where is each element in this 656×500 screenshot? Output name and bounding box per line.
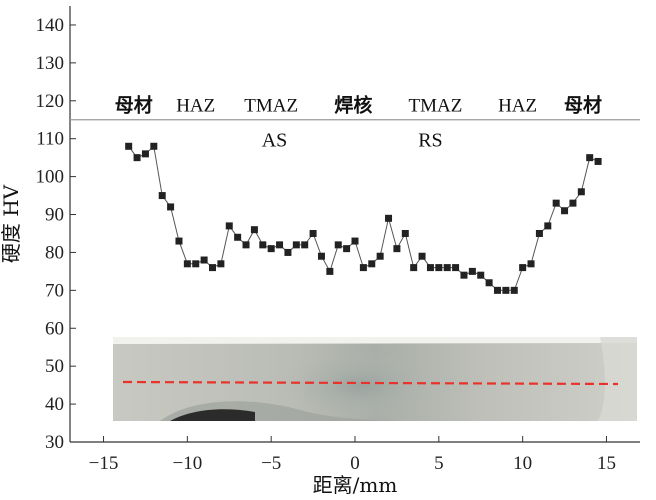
- data-point: [167, 203, 175, 211]
- region-label: 母材: [564, 94, 602, 117]
- inset-dashed-measurement-line: [122, 380, 619, 386]
- data-point: [385, 214, 393, 222]
- data-point: [284, 248, 292, 256]
- data-point: [368, 260, 376, 268]
- region-label: TMAZ: [244, 96, 298, 117]
- data-point: [217, 260, 225, 268]
- data-point: [527, 260, 535, 268]
- data-point: [594, 157, 602, 165]
- data-point: [326, 267, 334, 275]
- data-point: [426, 264, 434, 272]
- data-point: [209, 264, 216, 272]
- data-point: [301, 241, 309, 249]
- region-label: 母材: [115, 94, 153, 117]
- data-point: [259, 241, 267, 249]
- data-point: [267, 245, 275, 253]
- data-point: [485, 279, 493, 287]
- region-labels: 母材 HAZ TMAZ 焊核 TMAZ HAZ 母材: [115, 94, 602, 117]
- data-point: [376, 252, 384, 260]
- y-tick-label: 40: [45, 394, 64, 415]
- x-tick-label: 5: [434, 453, 444, 474]
- data-point: [292, 241, 300, 249]
- side-label: AS: [262, 129, 288, 151]
- data-point: [519, 264, 527, 272]
- region-label: 焊核: [334, 94, 372, 117]
- y-tick-label: 30: [45, 432, 64, 453]
- data-point: [468, 267, 476, 275]
- data-point: [175, 237, 183, 245]
- y-tick-label: 140: [36, 15, 65, 36]
- hardness-series-points: [125, 142, 602, 294]
- data-point: [577, 188, 585, 196]
- region-label: HAZ: [498, 96, 537, 117]
- x-tick-label: 0: [350, 453, 360, 474]
- x-tick-label: −15: [89, 453, 119, 474]
- side-labels: AS RS: [262, 129, 443, 151]
- y-tick-label: 100: [36, 167, 65, 188]
- data-point: [510, 286, 518, 294]
- data-point: [200, 256, 208, 264]
- data-point: [418, 252, 426, 260]
- x-tick-label: 10: [513, 453, 532, 474]
- data-point: [586, 154, 594, 162]
- data-point: [225, 222, 233, 230]
- data-point: [393, 245, 401, 253]
- data-point: [494, 286, 501, 294]
- data-point: [435, 264, 443, 272]
- y-tick-label: 60: [45, 318, 64, 339]
- data-point: [452, 264, 460, 272]
- y-tick-label: 110: [36, 129, 64, 150]
- y-tick-label: 50: [45, 356, 64, 377]
- side-label: RS: [418, 129, 442, 151]
- data-point: [242, 241, 250, 249]
- x-tick-label: 15: [597, 453, 616, 474]
- data-point: [351, 237, 359, 245]
- region-label: HAZ: [176, 96, 215, 117]
- y-axis-ticks: 30 40 50 60 70 80 90 100 110 120 130 140: [36, 15, 76, 453]
- x-axis-ticks: −15 −10 −5 0 5 10 15: [89, 436, 616, 474]
- data-point: [477, 271, 485, 279]
- data-point: [276, 241, 284, 249]
- y-tick-label: 120: [36, 91, 65, 112]
- data-point: [401, 229, 409, 237]
- data-point: [250, 226, 258, 234]
- data-point: [334, 241, 342, 249]
- data-point: [234, 233, 242, 241]
- y-tick-label: 70: [45, 280, 64, 301]
- data-point: [410, 264, 418, 272]
- x-tick-label: −10: [172, 453, 202, 474]
- data-point: [343, 245, 351, 253]
- data-point: [317, 252, 325, 260]
- x-axis-title: 距离/mm: [313, 473, 398, 497]
- y-axis-title: 硬度 HV: [0, 184, 23, 263]
- data-point: [561, 207, 569, 215]
- region-label: TMAZ: [409, 96, 463, 117]
- data-point: [502, 286, 510, 294]
- data-point: [569, 199, 577, 207]
- y-tick-label: 90: [45, 205, 64, 226]
- data-point: [150, 142, 158, 150]
- data-point: [443, 264, 451, 272]
- data-point: [183, 260, 191, 268]
- data-point: [460, 271, 468, 279]
- y-tick-label: 130: [36, 53, 65, 74]
- data-point: [359, 264, 367, 272]
- data-point: [309, 229, 317, 237]
- weld-macrograph-inset: [113, 337, 637, 421]
- data-point: [133, 154, 141, 162]
- y-tick-label: 80: [45, 242, 64, 263]
- data-point: [158, 192, 166, 200]
- data-point: [544, 222, 552, 230]
- data-point: [125, 142, 133, 150]
- data-point: [192, 260, 200, 268]
- data-point: [535, 229, 543, 237]
- x-tick-label: −5: [261, 453, 281, 474]
- data-point: [141, 150, 149, 158]
- data-point: [552, 199, 560, 207]
